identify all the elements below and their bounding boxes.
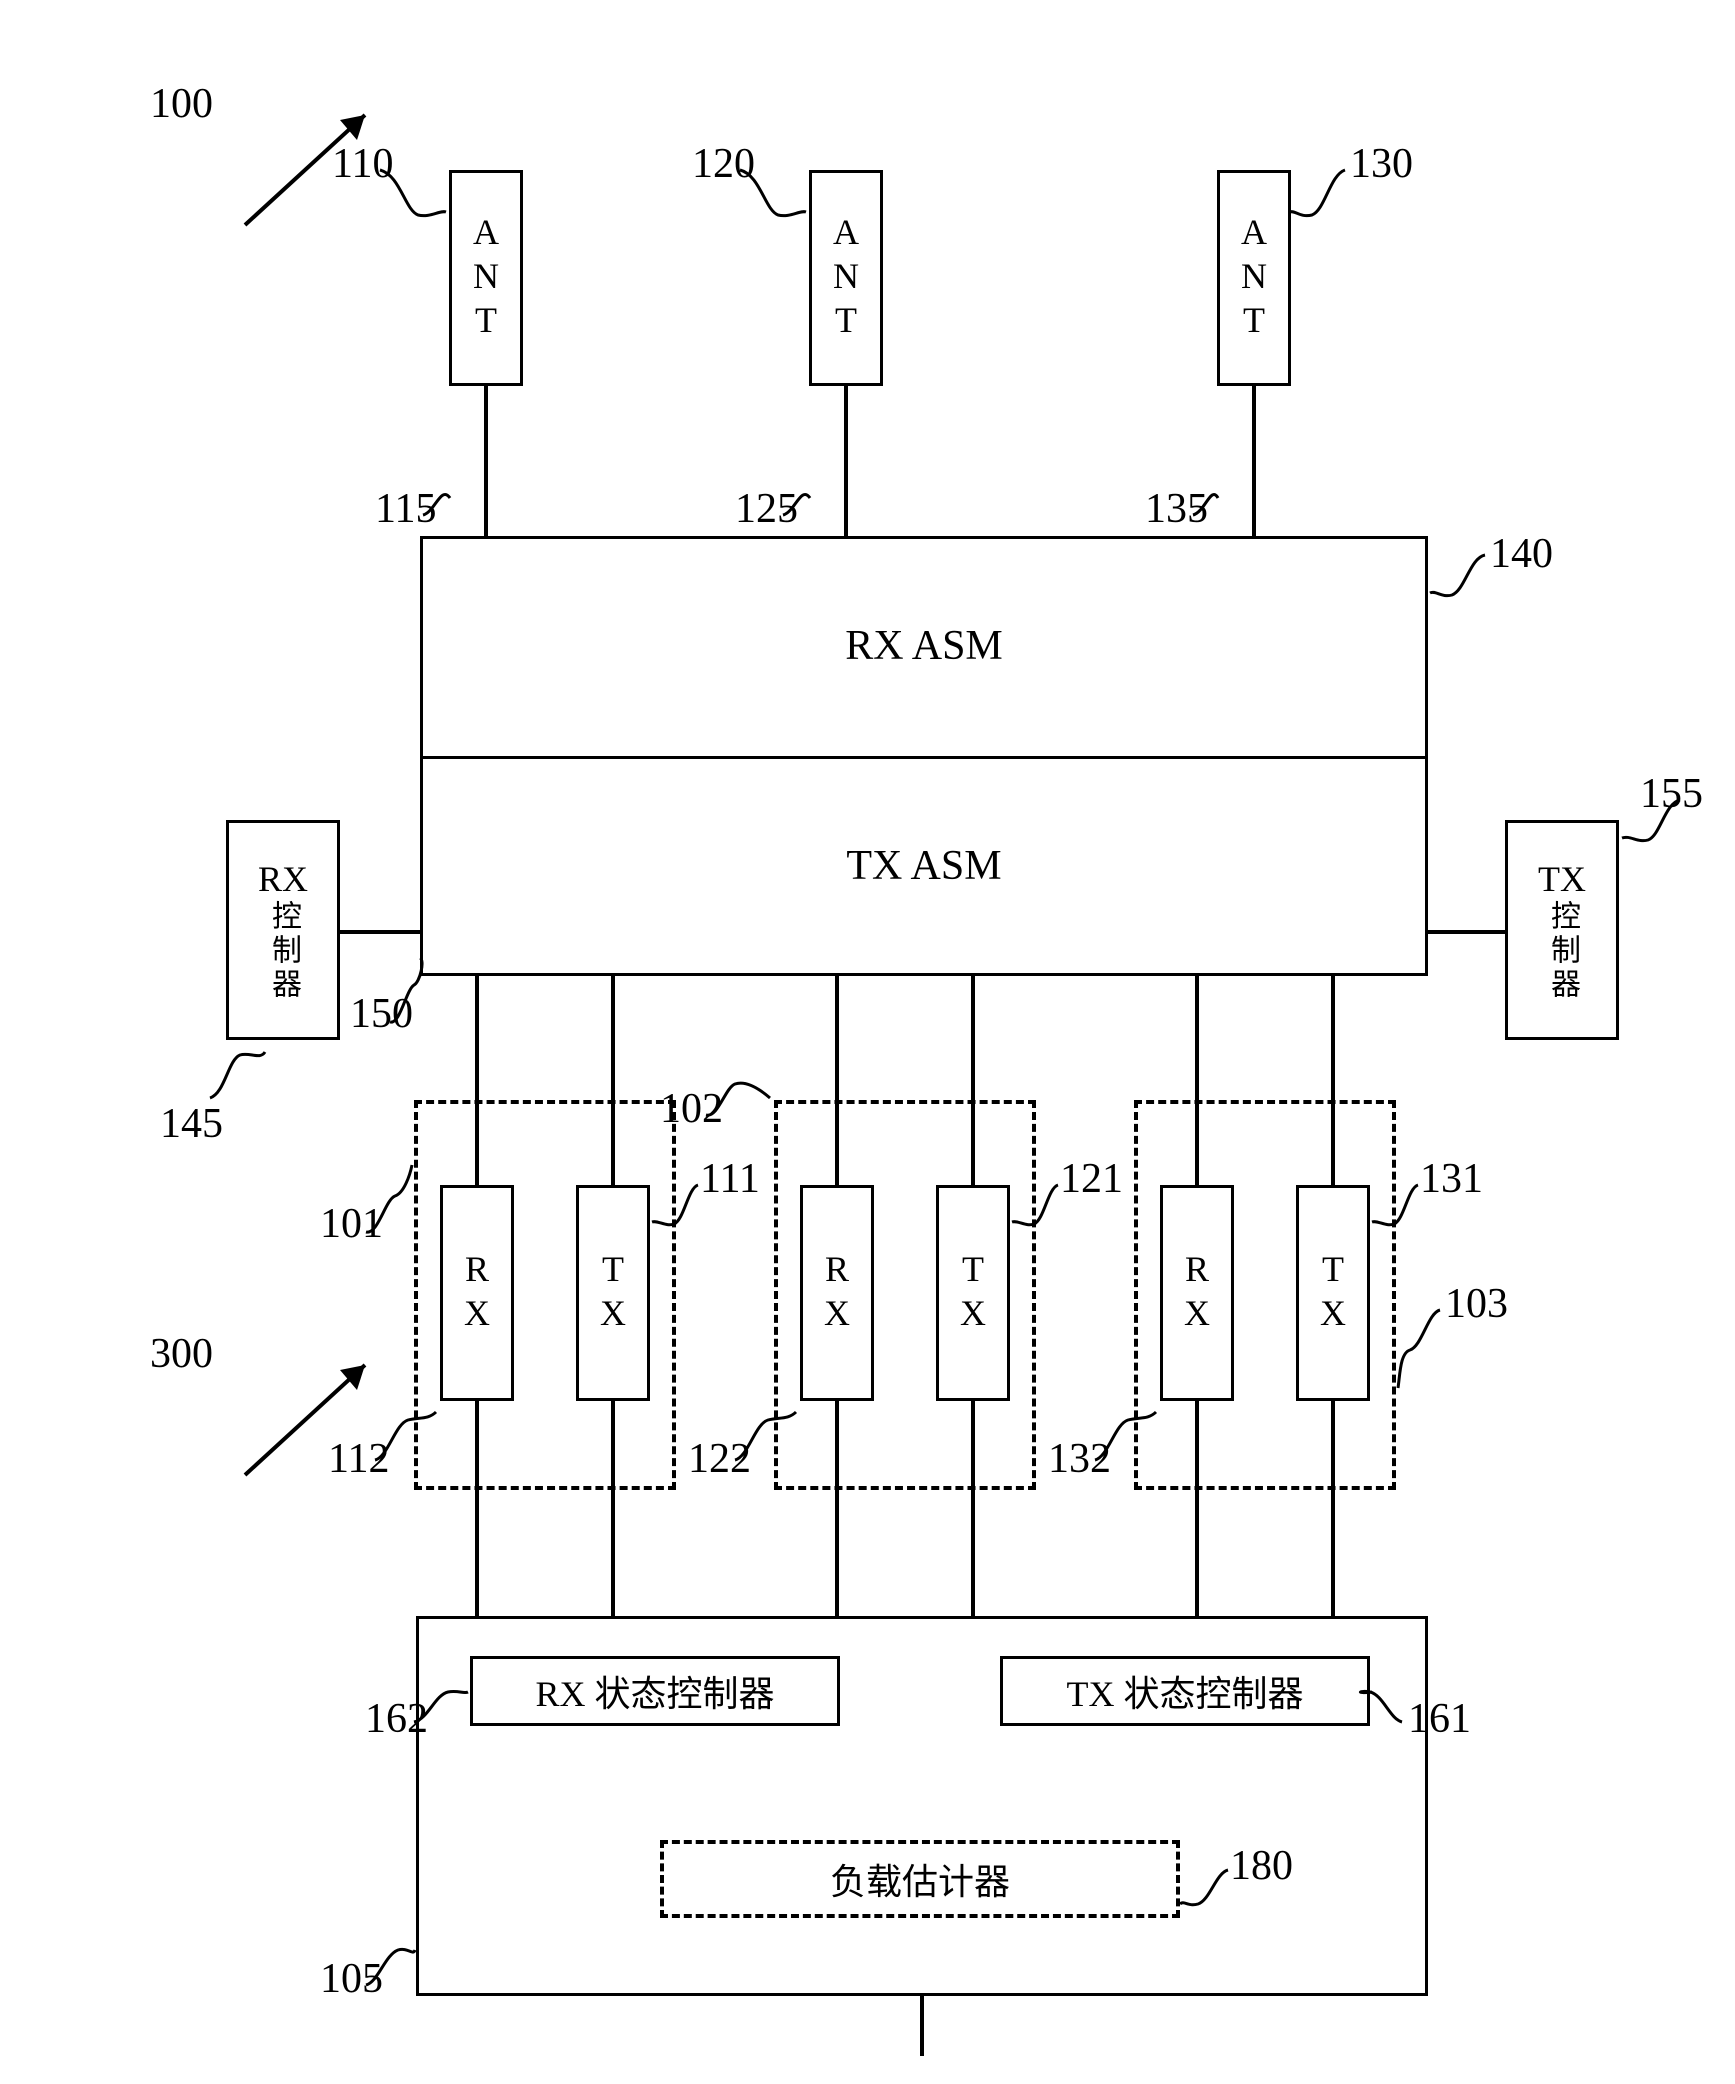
diagram-canvas: 100300ANT110ANT120ANT130115125135RX ASMT… bbox=[0, 0, 1735, 2084]
output-line bbox=[920, 1996, 924, 2056]
